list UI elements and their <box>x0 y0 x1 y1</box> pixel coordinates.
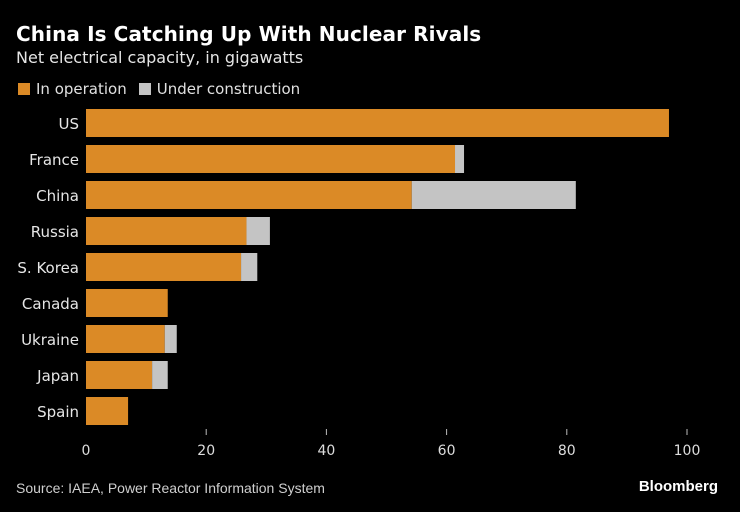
category-label-china: China <box>36 187 79 205</box>
category-label-us: US <box>58 115 79 133</box>
legend-label-under-construction: Under construction <box>156 80 301 98</box>
bar-france-in-operation <box>86 145 456 173</box>
bar-canada-in-operation <box>86 289 168 317</box>
legend-label-in-operation: In operation <box>36 80 127 98</box>
bar-us-in-operation <box>86 109 669 137</box>
category-label-s-korea: S. Korea <box>17 259 79 277</box>
bar-ukraine-under-construction <box>164 325 177 353</box>
chart-title: China Is Catching Up With Nuclear Rivals <box>16 22 482 46</box>
category-label-france: France <box>29 151 79 169</box>
x-tick-label-80: 80 <box>558 443 576 459</box>
bar-spain-in-operation <box>86 397 129 425</box>
x-tick-label-60: 60 <box>438 443 456 459</box>
legend-item-under-construction: Under construction <box>138 80 301 98</box>
bar-ukraine-in-operation <box>86 325 165 353</box>
x-tick-label-100: 100 <box>674 443 701 459</box>
legend-swatch-in-operation <box>18 83 30 95</box>
bar-china-in-operation <box>86 181 412 209</box>
legend: In operation Under construction <box>18 80 312 98</box>
category-label-canada: Canada <box>22 295 79 313</box>
category-label-spain: Spain <box>37 403 79 421</box>
category-label-japan: Japan <box>36 367 79 385</box>
bar-france-under-construction <box>455 145 465 173</box>
bar-s-korea-under-construction <box>241 253 258 281</box>
legend-swatch-under-construction <box>138 83 151 95</box>
bar-china-under-construction <box>411 181 576 209</box>
bar-s-korea-in-operation <box>86 253 242 281</box>
x-tick-label-20: 20 <box>197 443 215 459</box>
x-tick-label-0: 0 <box>82 443 91 459</box>
source-note: Source: IAEA, Power Reactor Information … <box>16 480 325 496</box>
bar-japan-under-construction <box>152 361 168 389</box>
bar-russia-in-operation <box>86 217 247 245</box>
category-label-ukraine: Ukraine <box>21 331 79 349</box>
bar-japan-in-operation <box>86 361 153 389</box>
x-tick-label-40: 40 <box>317 443 335 459</box>
bloomberg-logo: Bloomberg <box>638 478 718 495</box>
category-label-russia: Russia <box>31 223 79 241</box>
legend-item-in-operation: In operation <box>18 80 127 98</box>
bar-russia-under-construction <box>246 217 270 245</box>
chart-subtitle: Net electrical capacity, in gigawatts <box>16 48 304 67</box>
